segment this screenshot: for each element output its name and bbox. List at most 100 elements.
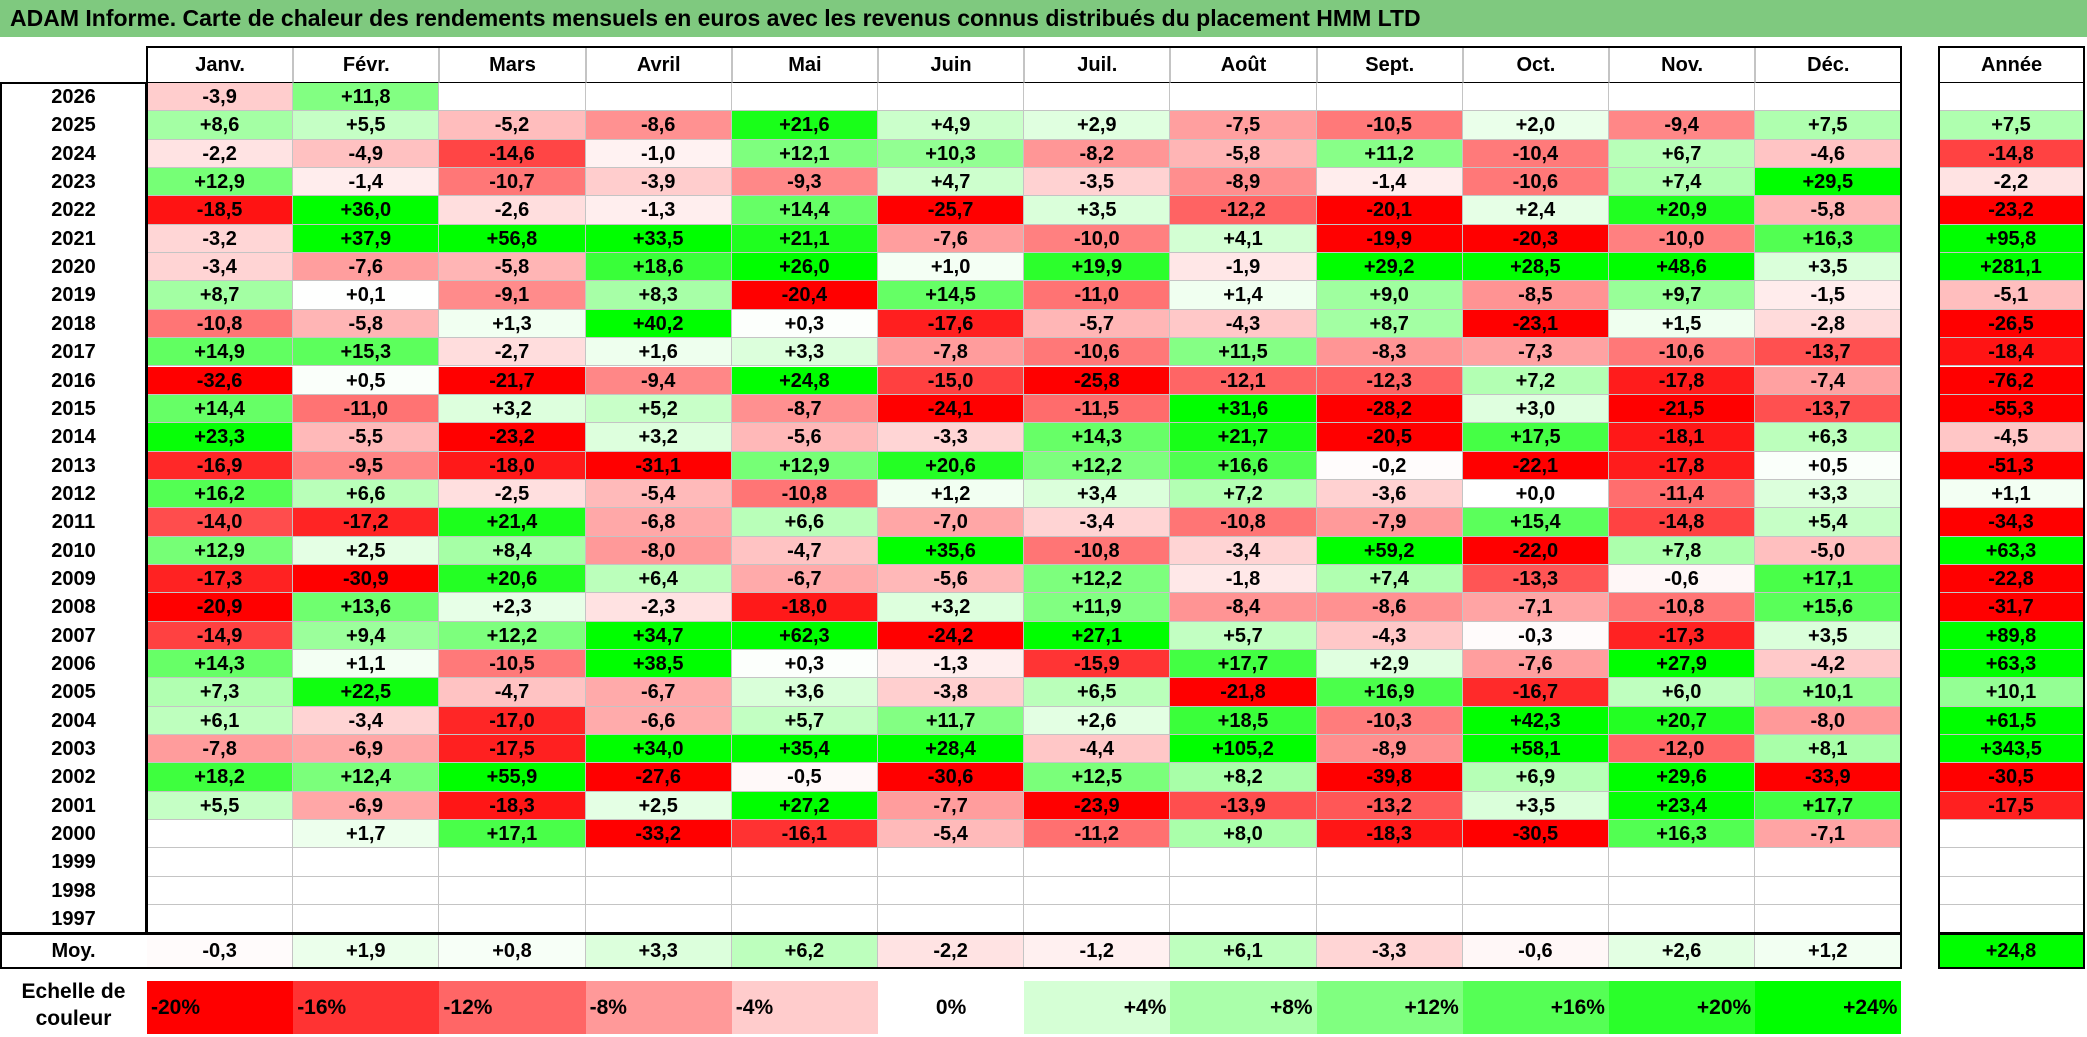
annual-cell: -34,3: [1939, 508, 2084, 537]
heatmap-cell: +0,3: [731, 309, 878, 339]
annual-cell: +281,1: [1939, 253, 2084, 282]
heatmap-cell: -8,9: [1316, 735, 1463, 764]
heatmap-cell: -20,9: [147, 593, 294, 622]
heatmap-cell: +3,0: [1462, 394, 1609, 424]
heatmap-cell: +1,6: [585, 338, 732, 367]
heatmap-cell: +12,9: [731, 451, 878, 480]
color-scale-swatch: +16%: [1462, 981, 1609, 1034]
heatmap-cell: -14,6: [439, 139, 586, 169]
heatmap-cell: -16,9: [147, 451, 294, 480]
heatmap-cell: -20,1: [1316, 196, 1463, 225]
heatmap-cell: +17,7: [1755, 791, 1902, 821]
color-scale-swatch: +12%: [1316, 981, 1463, 1034]
heatmap-cell: -10,8: [731, 479, 878, 509]
heatmap-cell: [1755, 876, 1902, 906]
heatmap-cell: +6,9: [1462, 763, 1609, 792]
heatmap-cell: -21,7: [439, 366, 586, 395]
heatmap-cell: -6,7: [731, 564, 878, 594]
heatmap-cell: -21,8: [1170, 678, 1317, 707]
heatmap-cell: +3,5: [1024, 196, 1171, 225]
heatmap-cell: +12,4: [293, 763, 440, 792]
heatmap-cell: +3,5: [1755, 621, 1902, 650]
annual-cell: -18,4: [1939, 338, 2084, 367]
heatmap-cell: -7,0: [878, 508, 1025, 537]
heatmap-cell: -7,1: [1462, 593, 1609, 622]
heatmap-cell: -18,3: [439, 791, 586, 821]
heatmap-cell: -11,2: [1024, 820, 1171, 849]
average-cell: -1,2: [1024, 935, 1171, 968]
heatmap-cell: -9,1: [439, 281, 586, 310]
heatmap-cell: -28,2: [1316, 394, 1463, 424]
heatmap-cell: +14,4: [731, 196, 878, 225]
heatmap-cell: +8,4: [439, 536, 586, 565]
page-title: ADAM Informe. Carte de chaleur des rende…: [0, 0, 2087, 37]
heatmap-cell: +11,2: [1316, 139, 1463, 169]
heatmap-cell: +4,1: [1170, 224, 1317, 254]
average-cell: -2,2: [878, 935, 1025, 968]
heatmap-cell: -7,6: [1462, 650, 1609, 679]
heatmap-cell: -11,4: [1609, 479, 1756, 509]
heatmap-cell: +55,9: [439, 763, 586, 792]
heatmap-cell: +6,5: [1024, 678, 1171, 707]
heatmap-cell: +16,6: [1170, 451, 1317, 480]
heatmap-cell: -1,9: [1170, 253, 1317, 282]
heatmap-cell: -5,5: [293, 423, 440, 452]
heatmap-cell: -5,8: [1755, 196, 1902, 225]
heatmap-cell: -2,3: [585, 593, 732, 622]
heatmap-cell: -17,8: [1609, 451, 1756, 480]
annual-cell: -2,2: [1939, 168, 2084, 197]
heatmap-cell: -6,9: [293, 791, 440, 821]
heatmap-cell: +5,2: [585, 394, 732, 424]
heatmap-cell: -2,2: [147, 139, 294, 169]
heatmap-cell: -17,3: [147, 564, 294, 594]
heatmap-cell: [147, 848, 294, 877]
heatmap-cell: +15,3: [293, 338, 440, 367]
heatmap-cell: +59,2: [1316, 536, 1463, 565]
heatmap-cell: -3,4: [1024, 508, 1171, 537]
heatmap-cell: +20,6: [439, 564, 586, 594]
heatmap-cell: -12,1: [1170, 366, 1317, 395]
heatmap-cell: +14,5: [878, 281, 1025, 310]
heatmap-cell: -6,9: [293, 735, 440, 764]
year-label: 2014: [51, 426, 96, 449]
heatmap-cell: -7,7: [878, 791, 1025, 821]
heatmap-cell: +1,0: [878, 253, 1025, 282]
heatmap-cell: +7,2: [1170, 479, 1317, 509]
month-header: Juin: [878, 47, 1025, 83]
annual-cell: [1939, 83, 2084, 112]
month-header: Août: [1170, 47, 1317, 83]
color-scale-swatch: 0%: [878, 981, 1025, 1034]
heatmap-cell: +8,3: [585, 281, 732, 310]
heatmap-cell: +3,3: [731, 338, 878, 367]
heatmap-cell: +0,0: [1462, 479, 1609, 509]
heatmap-cell: -10,6: [1024, 338, 1171, 367]
heatmap-cell: -2,8: [1755, 309, 1902, 339]
average-cell: +1,9: [293, 935, 440, 968]
heatmap-cell: -5,2: [439, 111, 586, 140]
heatmap-cell: -13,9: [1170, 791, 1317, 821]
heatmap-cell: +14,3: [1024, 423, 1171, 452]
heatmap-cell: +17,5: [1462, 423, 1609, 452]
heatmap-cell: -21,5: [1609, 394, 1756, 424]
color-scale-label-line2: couleur: [35, 1007, 112, 1030]
heatmap-cell: +5,7: [731, 706, 878, 736]
heatmap-cell: +20,7: [1609, 706, 1756, 736]
heatmap-cell: -13,2: [1316, 791, 1463, 821]
annual-cell: -76,2: [1939, 366, 2084, 395]
heatmap-cell: +42,3: [1462, 706, 1609, 736]
heatmap-cell: +2,3: [439, 593, 586, 622]
heatmap-cell: -0,6: [1609, 564, 1756, 594]
heatmap-cell: +34,7: [585, 621, 732, 650]
annual-cell: -23,2: [1939, 196, 2084, 225]
heatmap-cell: [293, 905, 440, 934]
heatmap-cell: +3,3: [1755, 479, 1902, 509]
average-annual-cell: +24,8: [1939, 935, 2084, 968]
heatmap-cell: +11,7: [878, 706, 1025, 736]
heatmap-cell: -6,6: [585, 706, 732, 736]
heatmap-cell: +6,6: [731, 508, 878, 537]
annual-cell: +89,8: [1939, 621, 2084, 650]
heatmap-cell: +28,5: [1462, 253, 1609, 282]
annual-cell: -4,5: [1939, 423, 2084, 452]
annual-cell: -30,5: [1939, 763, 2084, 792]
heatmap-cell: +14,4: [147, 394, 294, 424]
